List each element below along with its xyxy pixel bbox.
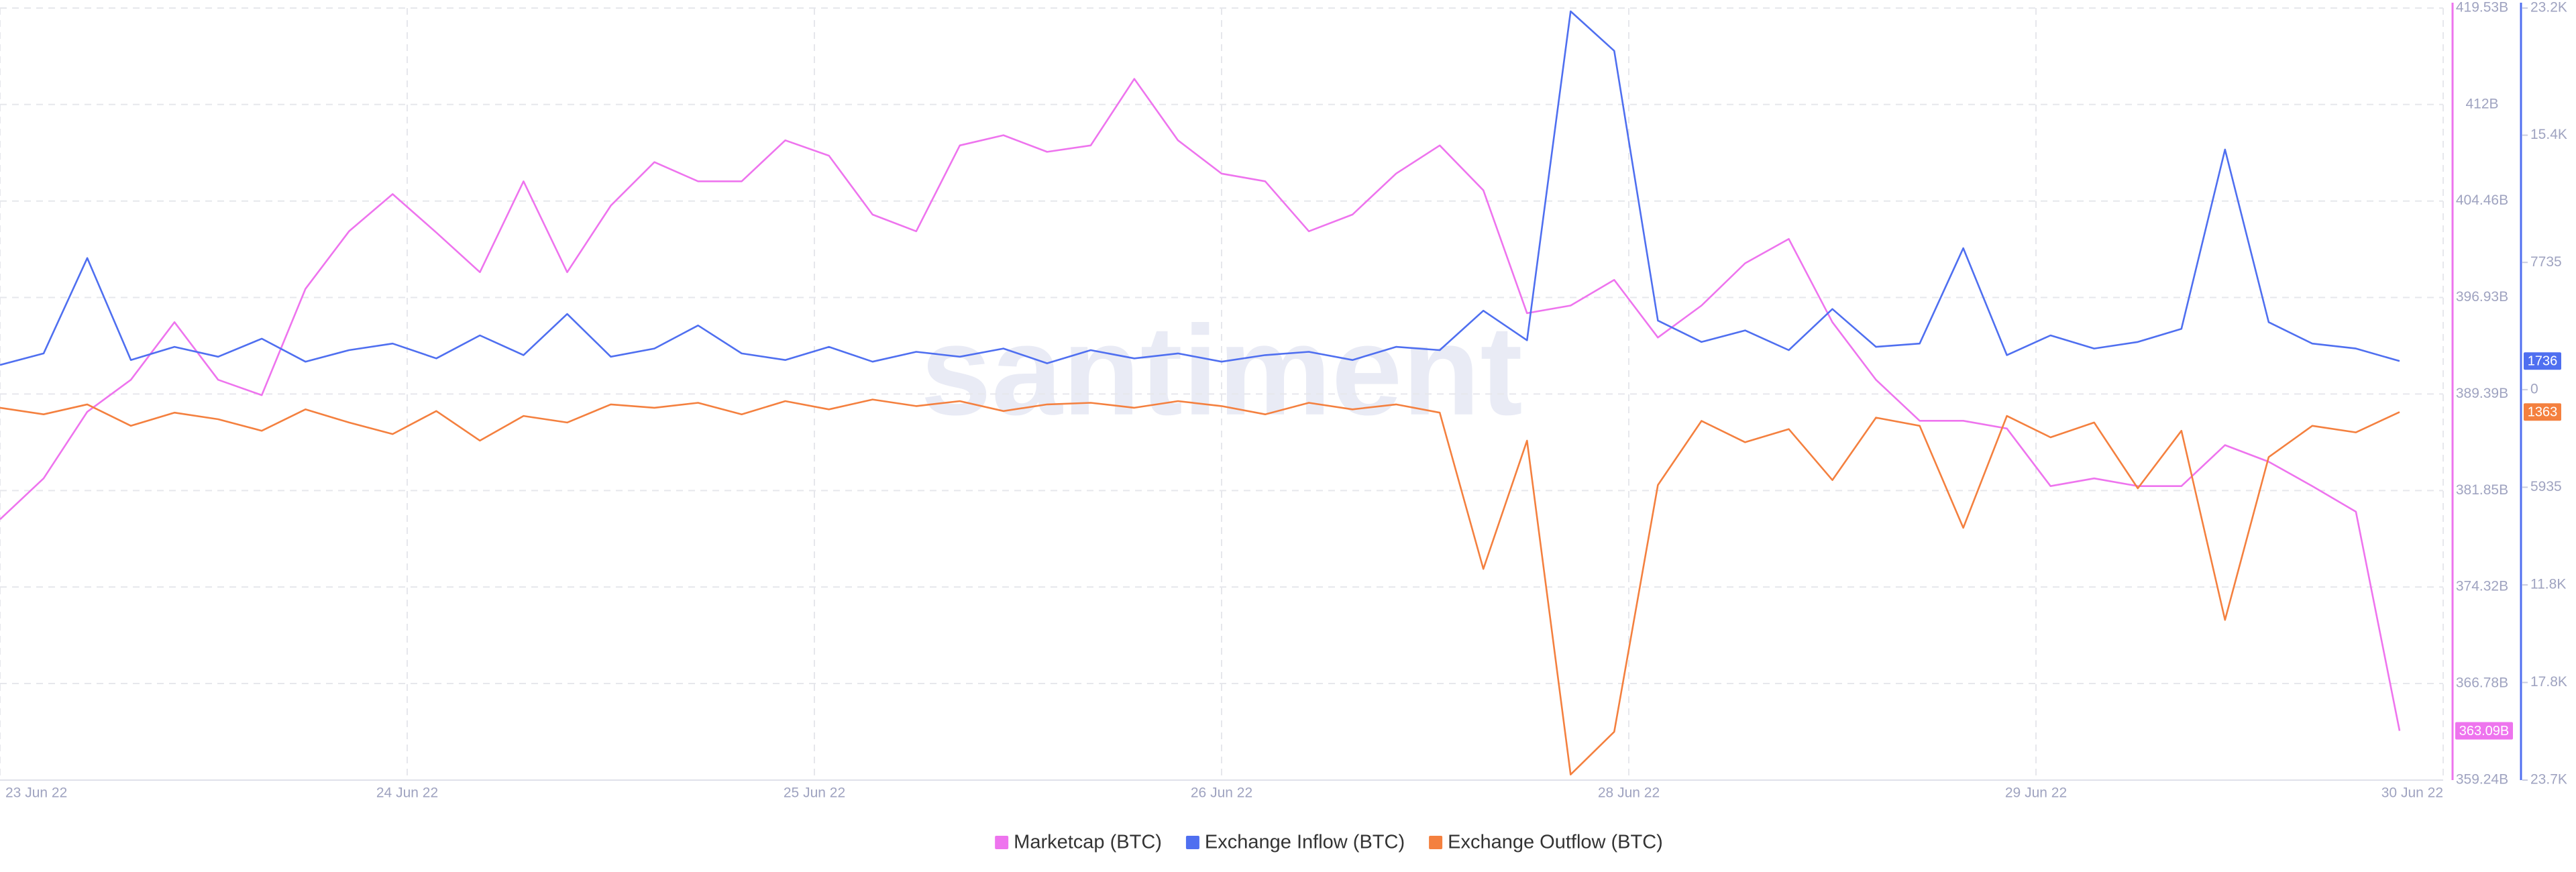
- value-badge: [2524, 352, 2561, 370]
- x-tick-label: 24 Jun 22: [376, 785, 438, 801]
- y2-tick-label: 17.8K: [2530, 674, 2567, 690]
- y-tick-label: 389.39B: [2456, 386, 2508, 401]
- y2-tick-label: 23.2K: [2530, 0, 2567, 15]
- x-tick-label: 25 Jun 22: [784, 785, 845, 801]
- legend-swatch: [1185, 836, 1199, 849]
- y-tick-label: 359.24B: [2456, 772, 2508, 787]
- value-badge-label: 1736: [2528, 354, 2558, 369]
- y2-tick-label: 11.8K: [2530, 576, 2566, 592]
- legend-label: Exchange Inflow (BTC): [1205, 832, 1405, 853]
- legend-swatch: [995, 836, 1009, 849]
- y2-tick-label: 7735: [2530, 254, 2562, 270]
- y-tick-label: 419.53B: [2456, 0, 2508, 15]
- x-tick-label: 26 Jun 22: [1191, 785, 1252, 801]
- series-line: [0, 398, 2400, 775]
- y2-tick-label: 5935: [2530, 479, 2562, 494]
- value-badge: [2524, 403, 2561, 421]
- y-tick-label: 404.46B: [2456, 193, 2508, 208]
- value-badge-label: 363.09B: [2459, 724, 2510, 739]
- x-tick-label: 28 Jun 22: [1598, 785, 1660, 801]
- y2-tick-label: 0: [2530, 381, 2538, 396]
- y-tick-label: 396.93B: [2456, 289, 2508, 305]
- y2-tick-label: 23.7K: [2530, 772, 2567, 787]
- series-line: [0, 10, 2400, 366]
- legend: Marketcap (BTC) Exchange Inflow (BTC) Exch…: [995, 832, 1663, 853]
- series-line: [0, 78, 2401, 731]
- x-tick-label: 29 Jun 22: [2005, 785, 2067, 801]
- y-tick-label: 381.85B: [2456, 482, 2508, 498]
- value-badge: [2455, 722, 2513, 740]
- x-tick-label: 23 Jun 22: [5, 785, 67, 801]
- y2-tick-label: 15.4K: [2530, 127, 2567, 142]
- legend-label: Marketcap (BTC): [1014, 832, 1162, 853]
- y-tick-label: 366.78B: [2456, 675, 2508, 691]
- legend-swatch: [1429, 836, 1443, 849]
- legend-label: Exchange Outflow (BTC): [1448, 832, 1663, 853]
- y-tick-label: 412B: [2465, 96, 2498, 111]
- y-tick-label: 374.32B: [2456, 579, 2508, 594]
- value-badge-label: 1363: [2528, 405, 2558, 420]
- x-tick-label: 30 Jun 22: [2381, 785, 2443, 801]
